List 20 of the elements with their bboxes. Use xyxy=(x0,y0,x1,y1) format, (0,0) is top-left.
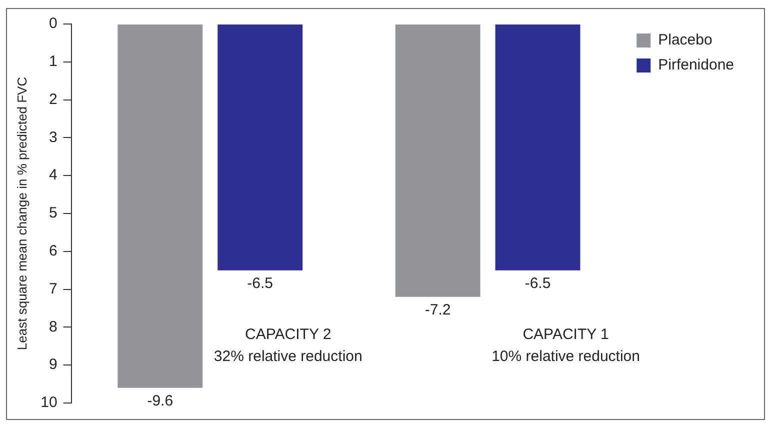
x-tick-label: CAPACITY 2 32% relative reduction xyxy=(214,326,362,365)
y-tick-label: 5 xyxy=(48,204,58,222)
y-tick-label: 1 xyxy=(48,53,58,70)
y-tick-label: 10 xyxy=(40,394,58,412)
x-tick-label: CAPACITY 1 10% relative reduction xyxy=(492,326,640,365)
data-label: -6.5 xyxy=(524,274,551,292)
legend-label: Placebo xyxy=(658,32,712,49)
y-tick-label: 4 xyxy=(48,166,58,184)
y-tick-label: 3 xyxy=(48,128,58,146)
y-tick-label: 2 xyxy=(48,90,58,108)
y-tick-label: 9 xyxy=(48,356,58,374)
data-label: -6.5 xyxy=(247,274,274,292)
y-tick-label: 6 xyxy=(48,242,58,260)
data-label: -7.2 xyxy=(424,302,451,319)
legend-label: Pirfenidone xyxy=(658,56,734,74)
y-tick-label: 0 xyxy=(48,15,58,32)
y-tick-label: 8 xyxy=(48,318,58,336)
y-tick-label: 7 xyxy=(48,280,58,298)
y-axis-title: Least square mean change in % predicted FVC xyxy=(14,76,30,350)
data-label: -9.6 xyxy=(147,392,174,410)
